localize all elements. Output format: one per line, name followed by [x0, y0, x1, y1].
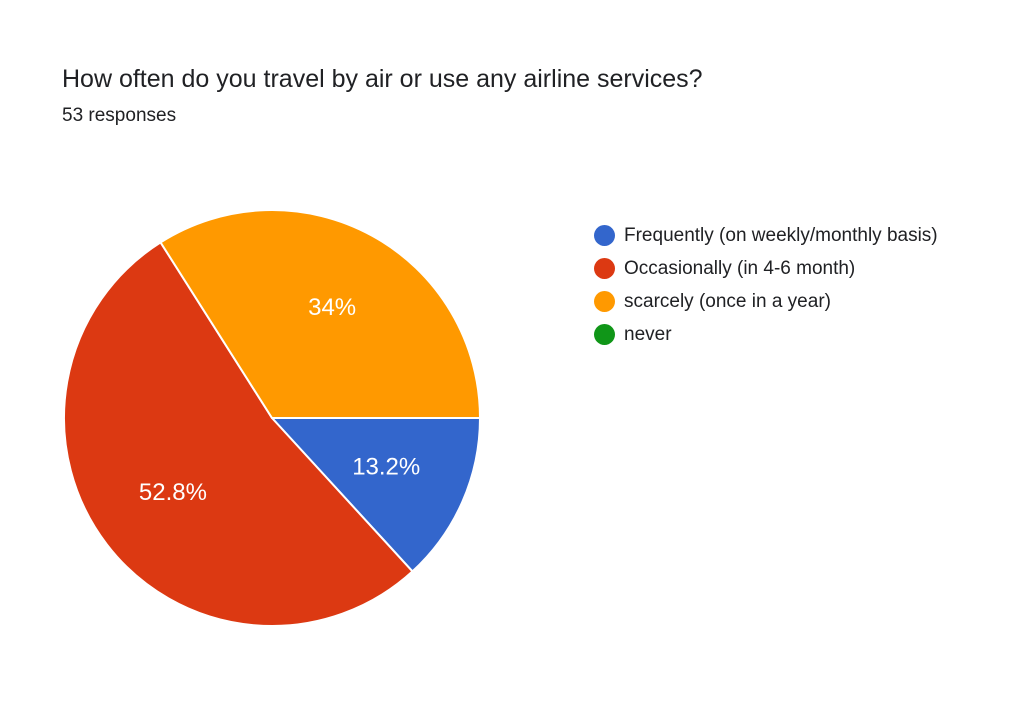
legend-swatch-frequently: [594, 225, 615, 246]
legend-item-frequently[interactable]: Frequently (on weekly/monthly basis): [594, 219, 938, 252]
pie-slice-0[interactable]: [269, 417, 482, 573]
pie-slice-label-1: 52.8%: [139, 479, 207, 506]
legend-item-scarcely[interactable]: scarcely (once in a year): [594, 285, 938, 318]
chart-title: How often do you travel by air or use an…: [62, 65, 703, 93]
legend: Frequently (on weekly/monthly basis) Occ…: [594, 219, 938, 351]
legend-swatch-never: [594, 324, 615, 345]
legend-item-occasionally[interactable]: Occasionally (in 4-6 month): [594, 252, 938, 285]
pie-slice-label-2: 34%: [308, 294, 356, 321]
pie-slice-label-0: 13.2%: [352, 454, 420, 481]
legend-swatch-scarcely: [594, 291, 615, 312]
pie-slice-2[interactable]: [159, 209, 482, 419]
legend-label-frequently: Frequently (on weekly/monthly basis): [624, 224, 938, 246]
response-count: 53 responses: [62, 105, 177, 126]
legend-label-occasionally: Occasionally (in 4-6 month): [624, 257, 856, 279]
legend-item-never[interactable]: never: [594, 318, 938, 351]
legend-label-scarcely: scarcely (once in a year): [624, 290, 831, 312]
legend-swatch-occasionally: [594, 258, 615, 279]
legend-label-never: never: [624, 323, 672, 345]
pie-slice-1[interactable]: [63, 240, 414, 627]
